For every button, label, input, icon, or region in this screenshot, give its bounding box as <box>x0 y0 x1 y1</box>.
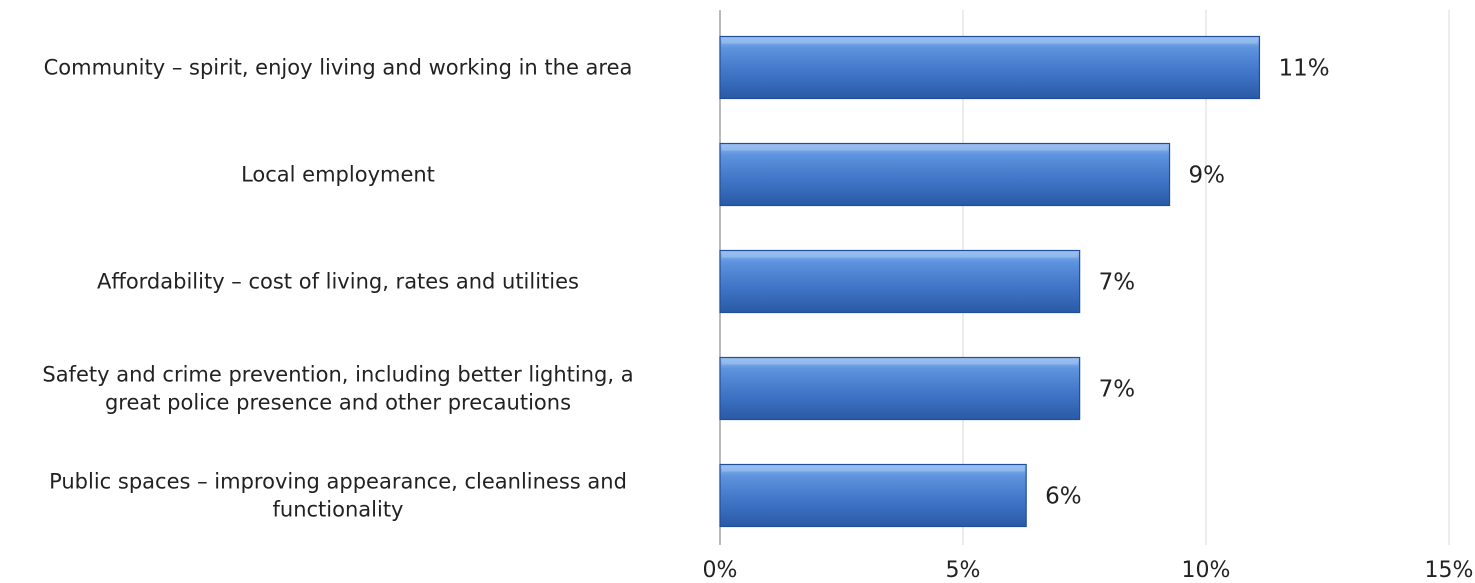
category-label-line: Public spaces – improving appearance, cl… <box>49 470 627 494</box>
bar <box>719 35 1261 100</box>
bar-highlight <box>722 145 1168 151</box>
x-axis-ticks: 0% 5% 10% 15% <box>703 558 1474 583</box>
category-label-line: Safety and crime prevention, including b… <box>42 363 633 387</box>
x-tick-label: 5% <box>946 558 981 583</box>
data-label: 7% <box>1099 270 1136 296</box>
x-tick-label: 10% <box>1182 558 1231 583</box>
x-tick-label: 0% <box>703 558 738 583</box>
category-label-line: functionality <box>273 498 404 522</box>
category-label: Affordability – cost of living, rates an… <box>97 270 579 294</box>
bar <box>719 356 1081 421</box>
category-label: Community – spirit, enjoy living and wor… <box>44 56 633 80</box>
data-label: 7% <box>1099 377 1136 403</box>
data-label: 6% <box>1045 484 1082 510</box>
bar <box>719 249 1081 314</box>
data-label: 9% <box>1189 163 1226 189</box>
bar-highlight <box>722 38 1258 44</box>
category-labels: Community – spirit, enjoy living and wor… <box>42 56 633 522</box>
category-label-line: great police presence and other precauti… <box>105 391 571 415</box>
x-tick-label: 15% <box>1425 558 1474 583</box>
category-label-line: Community – spirit, enjoy living and wor… <box>44 56 633 80</box>
category-label: Safety and crime prevention, including b… <box>42 363 633 415</box>
category-label-line: Affordability – cost of living, rates an… <box>97 270 579 294</box>
bar-highlight <box>722 466 1025 472</box>
category-label: Local employment <box>241 163 435 187</box>
bar-highlight <box>722 359 1078 365</box>
bars: 11% 9% 7% 7% 6% <box>719 35 1330 528</box>
data-label: 11% <box>1278 56 1329 82</box>
bar <box>719 463 1027 528</box>
category-label-line: Local employment <box>241 163 435 187</box>
bar <box>719 142 1171 207</box>
category-label: Public spaces – improving appearance, cl… <box>49 470 627 522</box>
bar-highlight <box>722 252 1078 258</box>
